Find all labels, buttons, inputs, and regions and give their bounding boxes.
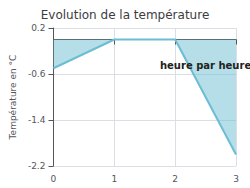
svg-text:2: 2 bbox=[172, 174, 178, 184]
svg-text:-2.2: -2.2 bbox=[28, 161, 46, 171]
svg-text:3: 3 bbox=[233, 174, 239, 184]
svg-text:0.2: 0.2 bbox=[31, 23, 45, 33]
svg-text:1: 1 bbox=[111, 174, 117, 184]
svg-text:heure par heure: heure par heure bbox=[160, 60, 250, 71]
svg-text:-1.4: -1.4 bbox=[28, 115, 46, 125]
svg-text:Température en °C: Température en °C bbox=[8, 55, 18, 141]
svg-text:Evolution de la température: Evolution de la température bbox=[41, 8, 210, 22]
svg-text:-0.6: -0.6 bbox=[28, 69, 46, 79]
svg-text:0: 0 bbox=[51, 174, 57, 184]
